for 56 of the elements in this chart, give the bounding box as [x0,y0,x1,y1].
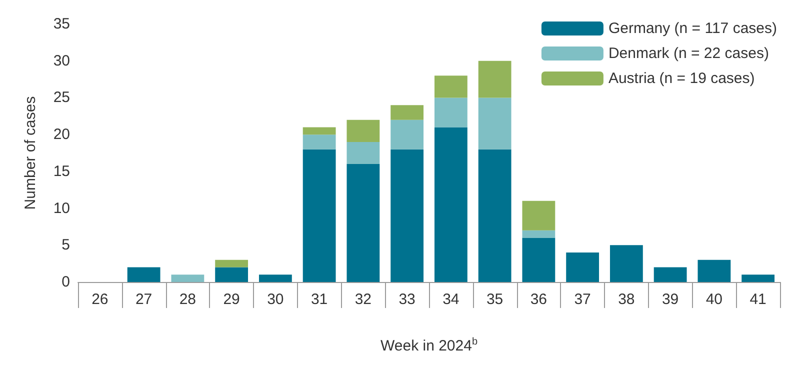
bar [522,230,556,238]
x-tick-label: 41 [750,291,766,308]
bar [434,127,468,282]
legend-label: Germany (n = 117 cases) [608,20,778,37]
x-tick-label: 39 [662,291,679,308]
bar [215,267,248,282]
bar [302,149,336,282]
bar [171,274,204,282]
bar [346,164,380,282]
legend-label: Denmark (n = 22 cases) [608,45,769,62]
bar [522,238,556,282]
x-tick-label: 37 [574,291,591,308]
x-tick-label: 31 [310,291,328,308]
bar [478,60,512,98]
bar [127,267,160,282]
x-tick-label: 34 [442,291,460,308]
bar [478,98,512,150]
x-tick-label: 38 [618,291,635,308]
y-axis-title: Number of cases [22,96,39,210]
x-tick-label: 36 [530,291,548,308]
bar [390,105,424,120]
bar [346,142,380,164]
bar [258,274,292,282]
bar [566,252,600,282]
bar [654,267,687,282]
bar [346,120,380,142]
bar [302,134,336,150]
bar [610,245,643,282]
y-tick-label: 0 [62,274,70,290]
y-tick-label: 15 [53,162,70,180]
y-tick-label: 20 [53,126,70,144]
x-tick-label: 26 [92,291,108,308]
bar [390,120,424,150]
bar [434,76,468,98]
y-tick-label: 30 [53,52,70,70]
bar [434,98,468,128]
y-tick-label: 10 [53,200,70,217]
y-tick-label: 5 [62,236,70,254]
x-tick-label: 27 [135,291,152,308]
bar [478,149,512,282]
bar [215,260,248,268]
bar [390,149,424,282]
x-tick-label: 30 [267,291,284,308]
x-tick-label: 33 [398,291,416,308]
bar [522,200,556,230]
bar [302,127,336,135]
x-tick-label: 40 [706,291,723,308]
y-tick-label: 35 [53,16,70,32]
x-tick-label: 32 [354,291,372,308]
x-tick-label: 28 [179,291,196,308]
bar [698,260,731,282]
x-tick-label: 35 [486,291,504,308]
y-tick-label: 25 [53,89,70,106]
legend-label: Austria (n = 19 cases) [608,70,755,87]
x-tick-label: 29 [223,291,240,308]
bar [742,274,775,282]
